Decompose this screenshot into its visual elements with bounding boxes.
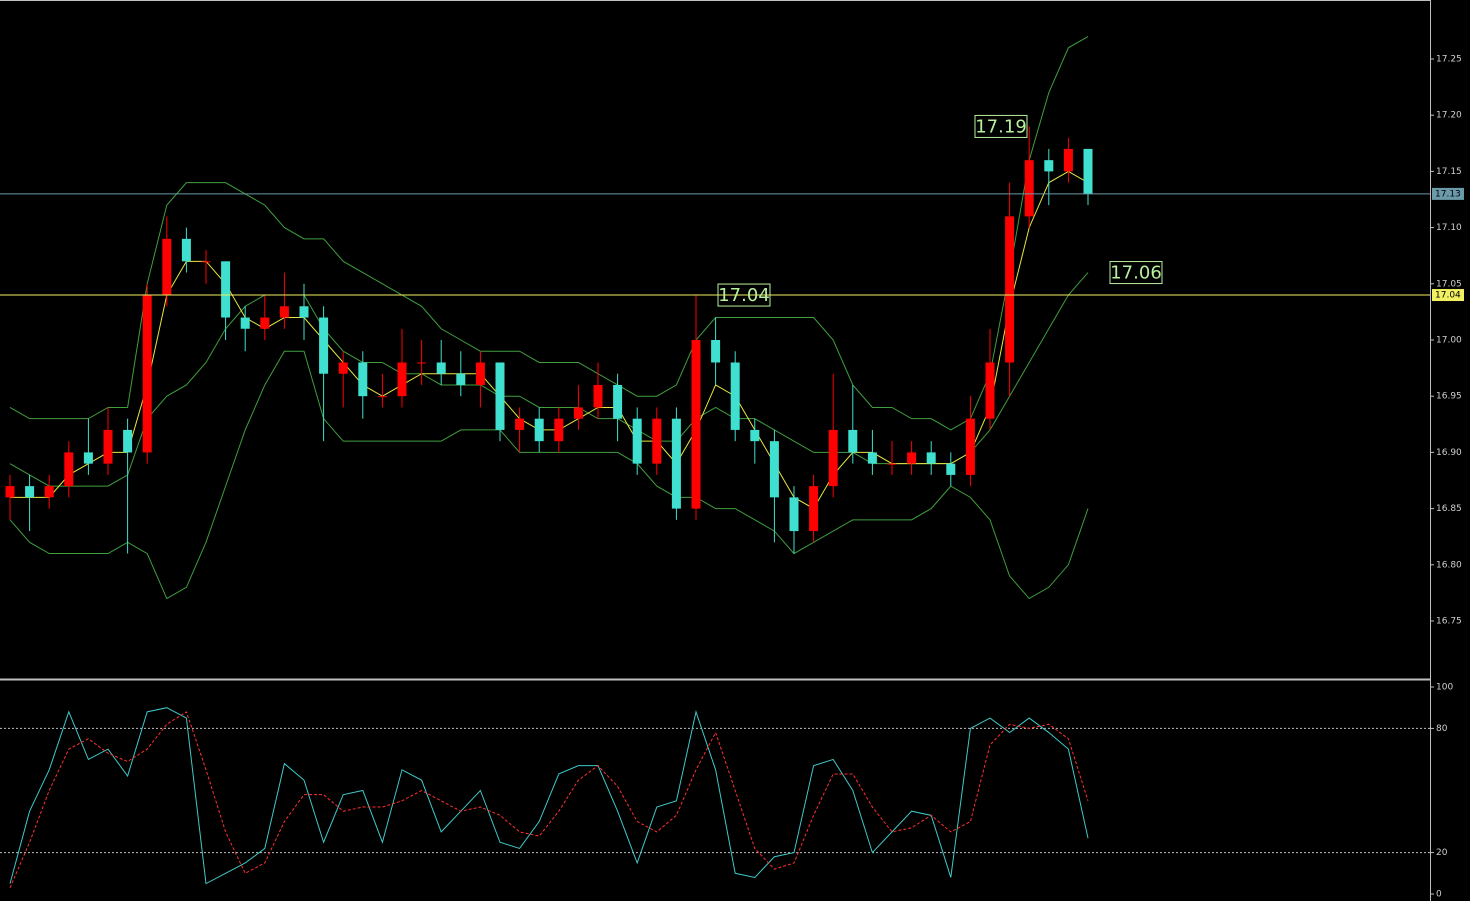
candle-body xyxy=(417,362,427,364)
candle-body xyxy=(1005,216,1015,363)
candle-body xyxy=(83,452,93,464)
candle-body xyxy=(142,295,152,453)
candle-body xyxy=(711,340,721,363)
candle-body xyxy=(671,418,681,509)
candle-body xyxy=(377,396,387,398)
price-tag-label: 17.04 xyxy=(1435,291,1461,301)
candle-body xyxy=(985,362,995,419)
candle-body xyxy=(887,463,897,465)
oscillator-line xyxy=(9,711,1089,888)
annotation-box xyxy=(974,114,1028,138)
y-tick-label: 16.90 xyxy=(1436,448,1462,458)
y-tick-label: 0 xyxy=(1436,890,1442,900)
y-tick-label: 16.85 xyxy=(1436,504,1462,514)
candle-body xyxy=(515,418,525,430)
candle-body xyxy=(1063,148,1073,172)
candle-body xyxy=(1024,160,1034,217)
candle-body xyxy=(1083,148,1093,194)
candle-body xyxy=(573,407,583,419)
y-tick-label: 80 xyxy=(1436,724,1448,734)
y-tick-label: 17.25 xyxy=(1436,55,1462,65)
candle-body xyxy=(1044,160,1054,172)
candle-body xyxy=(613,384,623,419)
y-tick-label: 16.95 xyxy=(1436,392,1462,402)
candle-body xyxy=(5,486,15,498)
candle-body xyxy=(907,452,917,464)
y-tick-label: 16.75 xyxy=(1436,617,1462,627)
indicator-line xyxy=(9,36,1089,431)
candle-body xyxy=(436,362,446,374)
candle-body xyxy=(25,486,35,498)
candle-body xyxy=(260,317,270,329)
candle-body xyxy=(44,486,54,498)
candle-body xyxy=(848,429,858,453)
y-tick-label: 17.20 xyxy=(1436,111,1462,121)
oscillator-line xyxy=(9,707,1089,885)
candle-body xyxy=(828,429,838,487)
candle-body xyxy=(750,429,760,442)
candle-body xyxy=(279,306,289,318)
candle-body xyxy=(554,418,564,442)
annotation: 17.06 xyxy=(1110,263,1162,284)
price-tag xyxy=(1432,187,1464,200)
y-tick-label: 20 xyxy=(1436,848,1448,858)
candle-body xyxy=(240,317,250,329)
candle-body xyxy=(652,418,662,464)
candle-body xyxy=(221,261,231,318)
candle-body xyxy=(593,384,603,408)
candle-body xyxy=(201,261,211,263)
annotation: 17.19 xyxy=(975,116,1027,137)
candle-body xyxy=(769,441,779,498)
candle-body xyxy=(123,429,133,453)
price-tag-label: 17.13 xyxy=(1435,189,1461,199)
candle-body xyxy=(397,362,407,397)
y-tick-label: 17.15 xyxy=(1436,167,1462,177)
candle-body xyxy=(319,317,329,374)
price-tag xyxy=(1432,289,1464,302)
annotation: 17.04 xyxy=(718,285,770,306)
candle-body xyxy=(691,340,701,509)
candle-body xyxy=(103,429,113,464)
candle-body xyxy=(965,418,975,475)
candle-body xyxy=(181,238,191,262)
candle-body xyxy=(358,362,368,397)
annotation-box xyxy=(1109,261,1163,285)
candle-body xyxy=(867,452,877,464)
candle-body xyxy=(475,362,485,385)
y-tick-label: 17.00 xyxy=(1436,336,1462,346)
candle-body xyxy=(789,497,799,532)
candle-body xyxy=(809,486,819,532)
candle-body xyxy=(632,418,642,464)
candle-body xyxy=(534,418,544,442)
candle-body xyxy=(495,362,505,430)
candle-body xyxy=(946,463,956,475)
candle-body xyxy=(64,452,74,487)
candle-body xyxy=(730,362,740,430)
candle-body xyxy=(299,306,309,318)
candle-body xyxy=(456,373,466,385)
y-tick-label: 100 xyxy=(1436,683,1453,693)
candle-body xyxy=(338,362,348,374)
candle-body xyxy=(926,452,936,464)
y-tick-label: 17.05 xyxy=(1436,279,1462,289)
indicator-line xyxy=(9,350,1089,600)
y-tick-label: 16.80 xyxy=(1436,560,1462,570)
candle-body xyxy=(162,238,172,296)
annotation-box xyxy=(717,283,771,307)
y-tick-label: 17.10 xyxy=(1436,223,1462,233)
